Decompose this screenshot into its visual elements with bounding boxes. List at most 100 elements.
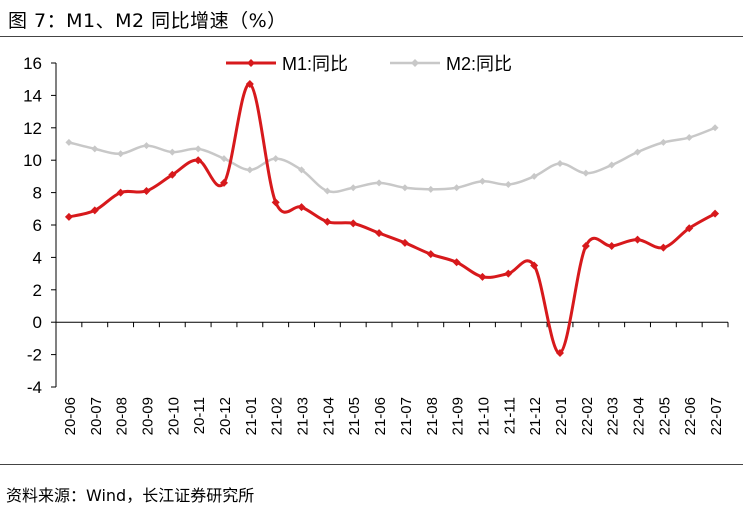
data-point-m1 <box>607 242 616 251</box>
legend-label-m1: M1:同比 <box>282 54 348 74</box>
title-divider <box>0 36 743 37</box>
x-tick-label: 20-07 <box>88 397 105 435</box>
y-tick-label: 10 <box>23 151 42 170</box>
x-tick-label: 22-01 <box>553 397 570 435</box>
source-divider <box>0 464 743 465</box>
x-tick-label: 21-02 <box>269 397 286 435</box>
y-tick-label: -4 <box>27 378 42 397</box>
x-tick-label: 22-06 <box>682 397 699 435</box>
data-point-m2 <box>91 145 99 153</box>
x-tick-label: 22-05 <box>656 397 673 435</box>
y-tick-label: -2 <box>27 346 42 365</box>
data-point-m2 <box>194 145 202 153</box>
legend-label-m2: M2:同比 <box>446 54 512 74</box>
data-point-m1 <box>168 170 177 179</box>
data-point-m2 <box>711 124 719 132</box>
series-line-m2 <box>68 126 716 194</box>
x-tick-label: 21-08 <box>424 397 441 435</box>
data-point-m2 <box>685 134 693 142</box>
data-point-m2 <box>634 148 642 156</box>
x-tick-label: 20-08 <box>114 397 131 435</box>
y-tick-label: 14 <box>23 86 42 105</box>
x-tick-label: 21-10 <box>475 397 492 435</box>
data-point-m1 <box>633 235 642 244</box>
m1-m2-line-chart: 16 14 12 10 8 6 4 2 0 -2 -4 20-06 20-07 20-08 20-09 20-… <box>23 54 729 435</box>
y-tick-label: 2 <box>33 281 42 300</box>
data-point-m1 <box>556 348 564 357</box>
data-point-m1 <box>245 80 254 89</box>
x-tick-label: 20-11 <box>191 397 208 434</box>
x-tick-label: 20-10 <box>165 397 182 435</box>
data-point-m2 <box>349 184 357 192</box>
data-point-m2 <box>582 169 590 177</box>
data-point-m1 <box>64 212 73 221</box>
y-tick-label: 16 <box>23 54 42 73</box>
series-m2 <box>65 124 719 195</box>
data-point-m2 <box>272 155 280 163</box>
data-point-m2 <box>530 172 538 180</box>
x-tick-label: 22-04 <box>631 397 648 435</box>
data-point-m2 <box>323 187 331 195</box>
data-point-m2 <box>427 185 435 193</box>
y-tick-label: 6 <box>33 216 42 235</box>
data-point-m1 <box>400 238 409 247</box>
data-point-m2 <box>453 184 461 192</box>
data-point-m2 <box>478 177 486 185</box>
data-point-m2 <box>556 159 564 167</box>
source-note: 资料来源：Wind，长江证券研究所 <box>6 486 255 505</box>
data-point-m1 <box>323 217 332 226</box>
x-tick-label: 21-01 <box>243 397 260 435</box>
data-point-m1 <box>375 229 384 238</box>
y-tick-label: 12 <box>23 119 42 138</box>
data-point-m1 <box>711 209 720 218</box>
legend-marker-m2 <box>411 59 419 67</box>
data-point-m1 <box>220 178 228 187</box>
data-point-m1 <box>271 198 280 207</box>
data-point-m2 <box>65 138 73 146</box>
legend-item-m2: M2:同比 <box>390 54 512 74</box>
y-tick-label: 8 <box>33 184 42 203</box>
legend-item-m1: M1:同比 <box>226 54 348 74</box>
data-point-m2 <box>608 161 616 169</box>
data-point-m1 <box>142 186 151 195</box>
data-point-m2 <box>117 150 125 158</box>
data-point-m1 <box>116 188 125 197</box>
x-tick-label: 20-09 <box>139 397 156 435</box>
data-point-m1 <box>581 242 590 251</box>
data-point-m2 <box>220 155 228 163</box>
data-point-m1 <box>90 206 99 215</box>
legend-marker-m1 <box>247 59 255 67</box>
data-point-m2 <box>659 138 667 146</box>
data-point-m2 <box>168 148 176 156</box>
data-point-m2 <box>401 184 409 192</box>
data-point-m1 <box>452 258 461 267</box>
figure-title: 图 7：M1、M2 同比增速（%） <box>8 10 287 32</box>
data-point-m2 <box>298 166 306 174</box>
y-tick-label: 0 <box>33 313 42 332</box>
data-point-m1 <box>194 156 203 165</box>
data-point-m2 <box>375 179 383 187</box>
x-tick-label: 21-06 <box>372 397 389 435</box>
x-tick-label: 20-06 <box>62 397 79 435</box>
data-point-m1 <box>349 219 358 228</box>
data-point-m1 <box>297 203 306 212</box>
x-tick-label: 21-09 <box>450 397 467 435</box>
x-tick-label: 22-07 <box>708 397 725 435</box>
x-tick-label: 20-12 <box>217 397 234 435</box>
data-point-m2 <box>246 166 254 174</box>
data-point-m1 <box>478 272 487 281</box>
series-m1 <box>64 80 720 357</box>
data-point-m1 <box>504 269 513 278</box>
data-point-m2 <box>142 142 150 150</box>
x-tick-label: 21-04 <box>320 397 337 435</box>
x-tick-label: 22-03 <box>605 397 622 435</box>
data-point-m1 <box>530 261 539 270</box>
series-line-m1 <box>68 82 716 355</box>
data-point-m1 <box>426 250 435 259</box>
x-tick-label: 21-05 <box>346 397 363 435</box>
x-tick-label: 21-03 <box>295 397 312 435</box>
x-tick-label: 22-02 <box>579 397 596 435</box>
x-tick-label: 21-12 <box>527 397 544 435</box>
y-tick-label: 4 <box>33 248 42 267</box>
data-point-m2 <box>504 181 512 188</box>
